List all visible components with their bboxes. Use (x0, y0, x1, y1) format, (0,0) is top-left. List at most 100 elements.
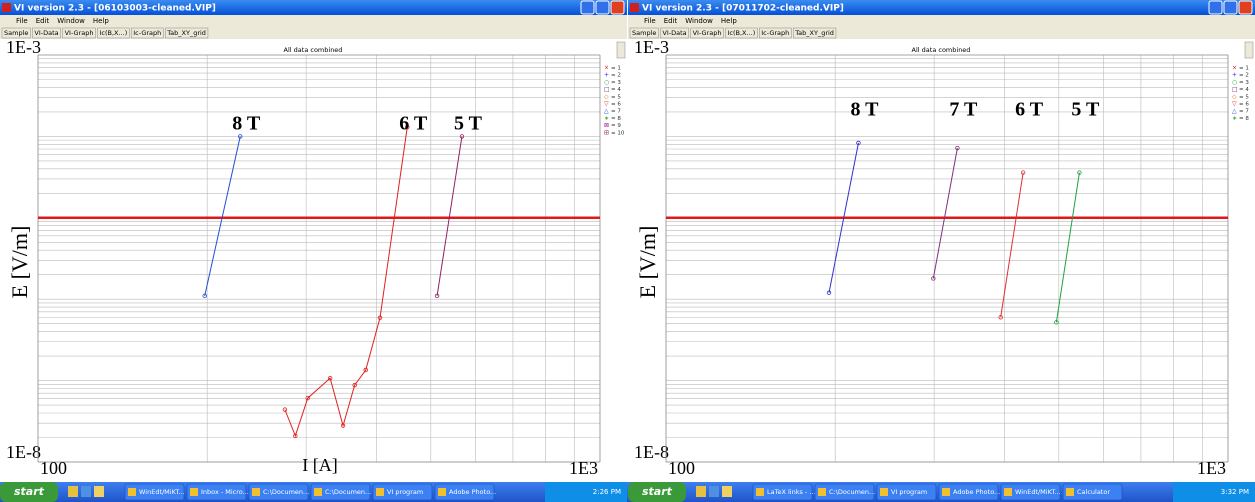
start-label[interactable]: start (14, 485, 45, 498)
legend-marker: □ (604, 86, 610, 93)
y-tick-label: 1E-8 (6, 442, 41, 462)
taskbar-icon (756, 488, 764, 496)
app-icon (630, 3, 639, 12)
tab[interactable]: Sample (4, 29, 28, 37)
quick-launch-icon[interactable] (722, 486, 732, 497)
legend-label: = 3 (611, 80, 621, 86)
legend-marker: + (1232, 72, 1237, 79)
x-tick-label: 1E3 (569, 458, 598, 478)
y-tick-label: 1E-3 (6, 37, 41, 57)
legend-marker: ○ (604, 79, 609, 86)
legend-marker: ○ (1232, 79, 1237, 86)
menu-item[interactable]: Edit (664, 17, 678, 25)
legend-label: = 1 (1239, 66, 1249, 72)
legend-marker: ▽ (604, 101, 609, 108)
taskbar-icon (818, 488, 826, 496)
window-button[interactable] (1209, 1, 1222, 14)
legend-label: = 10 (611, 130, 625, 136)
legend-label: = 6 (611, 102, 621, 108)
taskbar-label[interactable]: WinEdt/MiKT... (139, 488, 185, 496)
menu-item[interactable]: Edit (36, 17, 50, 25)
taskbar-label[interactable]: C:\Documen... (829, 488, 875, 496)
menu-item[interactable]: File (644, 17, 656, 25)
clock: 3:32 PM (1221, 488, 1249, 496)
start-label[interactable]: start (642, 485, 673, 498)
tab[interactable]: VI-Graph (693, 29, 722, 37)
menu-item[interactable]: Help (93, 17, 110, 25)
taskbar-label[interactable]: C:\Documen... (263, 488, 309, 496)
menu-item[interactable]: Window (57, 17, 85, 25)
taskbar-icon (190, 488, 198, 496)
legend-label: = 4 (1239, 87, 1249, 93)
quick-launch-icon[interactable] (81, 486, 91, 497)
taskbar-label[interactable]: VI program (387, 488, 423, 496)
window-button[interactable] (1239, 1, 1252, 14)
tab[interactable]: Tab_XY_grid (794, 29, 834, 37)
quick-launch-icon[interactable] (696, 486, 706, 497)
legend-marker: ∗ (604, 115, 609, 122)
legend-label: = 4 (611, 87, 621, 93)
scrollbar[interactable] (617, 42, 625, 58)
taskbar-label[interactable]: Inbox - Micro... (201, 488, 249, 496)
tab[interactable]: Ic-Graph (761, 29, 789, 37)
taskbar-label[interactable]: Adobe Photo... (449, 488, 496, 496)
tab[interactable]: Ic(B,X...) (100, 29, 128, 37)
screen: VI version 2.3 - [06103003-cleaned.VIP] F… (0, 0, 1255, 502)
menu-item[interactable]: Window (685, 17, 713, 25)
chart-title: All data combined (284, 46, 343, 54)
tab[interactable]: VI-Graph (65, 29, 94, 37)
taskbar-icon (252, 488, 260, 496)
legend-label: = 8 (611, 116, 621, 122)
tab[interactable]: Ic-Graph (133, 29, 161, 37)
tab[interactable]: Tab_XY_grid (166, 29, 206, 37)
menu-item[interactable]: Help (721, 17, 738, 25)
tab[interactable]: Ic(B,X...) (728, 29, 756, 37)
tab[interactable]: Sample (632, 29, 656, 37)
legend-label: = 8 (1239, 116, 1249, 122)
taskbar-label[interactable]: WinEdt/MiKT... (1015, 488, 1061, 496)
taskbar-label[interactable]: VI program (891, 488, 927, 496)
taskbar-icon (880, 488, 888, 496)
y-axis-label: E [V/m] (7, 226, 32, 299)
x-tick-label: 100 (40, 458, 67, 478)
legend-label: = 6 (1239, 102, 1249, 108)
legend-marker: ⊞ (604, 129, 609, 136)
quick-launch-icon[interactable] (709, 486, 719, 497)
taskbar-icon (314, 488, 322, 496)
taskbar-icon (376, 488, 384, 496)
x-axis-label: I [A] (302, 455, 337, 475)
series-annotation: 5 T (1071, 99, 1100, 121)
legend-label: = 2 (611, 73, 621, 79)
y-tick-label: 1E-3 (634, 37, 669, 57)
tab[interactable]: VI-Data (662, 29, 686, 37)
scrollbar[interactable] (1245, 42, 1253, 58)
tab[interactable]: VI-Data (34, 29, 58, 37)
taskbar-label[interactable]: C:\Documen... (325, 488, 371, 496)
tab-row (0, 27, 627, 39)
window-button[interactable] (1224, 1, 1237, 14)
taskbar-icon (128, 488, 136, 496)
app-icon (2, 3, 11, 12)
page: VI version 2.3 - [06103003-cleaned.VIP] F… (0, 0, 1255, 502)
window-button[interactable] (581, 1, 594, 14)
window-button[interactable] (596, 1, 609, 14)
taskbar-label[interactable]: LaTeX links - ... (767, 488, 816, 496)
taskbar-icon (942, 488, 950, 496)
quick-launch-icon[interactable] (94, 486, 104, 497)
legend-marker: ∗ (1232, 115, 1237, 122)
taskbar-icon (438, 488, 446, 496)
taskbar-label[interactable]: Calculator (1077, 488, 1110, 496)
legend-marker: □ (1232, 86, 1238, 93)
legend-marker: △ (604, 108, 609, 115)
quick-launch-icon[interactable] (68, 486, 78, 497)
menu-item[interactable]: File (16, 17, 28, 25)
window-title: VI version 2.3 - [06103003-cleaned.VIP] (14, 4, 216, 14)
legend-marker: △ (1232, 108, 1237, 115)
legend-label: = 2 (1239, 73, 1249, 79)
series-annotation: 5 T (454, 113, 483, 135)
legend-label: = 7 (611, 109, 621, 115)
legend-label: = 1 (611, 66, 621, 72)
window-button[interactable] (611, 1, 624, 14)
taskbar-label[interactable]: Adobe Photo... (953, 488, 1000, 496)
legend-marker: × (1232, 65, 1237, 72)
